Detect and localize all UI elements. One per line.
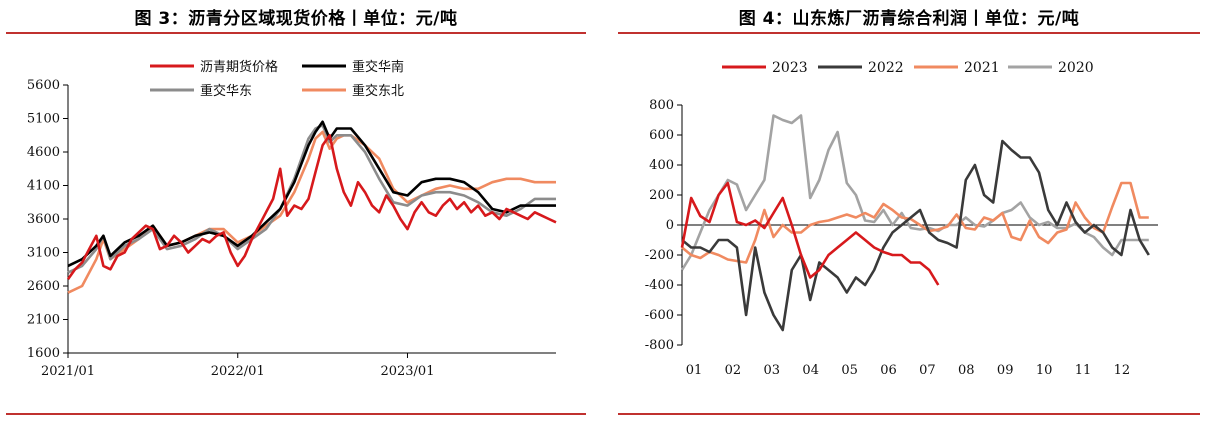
legend-label-3: 重交华东	[200, 83, 252, 99]
y-tick-label-3100: 3100	[27, 246, 60, 261]
left-chart-title: 图 3：沥青分区域现货价格丨单位：元/吨	[134, 9, 458, 29]
series-line-2022	[681, 139, 1150, 332]
y-tick-label-400: 400	[649, 158, 674, 173]
legend-label-2021: 2021	[964, 60, 1000, 76]
x-tick-label-2022-01: 2022/01	[211, 364, 265, 379]
series-line-2	[67, 120, 556, 268]
y-tick-label-600: 600	[649, 128, 674, 143]
legend-label-2: 重交华南	[352, 59, 404, 75]
x-tick-label-07: 07	[919, 363, 936, 378]
right-chart-title: 图 4：山东炼厂沥青综合利润丨单位：元/吨	[738, 9, 1080, 29]
y-tick-label-800: 800	[649, 98, 674, 113]
x-tick-label-08: 08	[958, 363, 975, 378]
y-tick-label-1600: 1600	[27, 346, 60, 361]
left-bottom-rule	[6, 413, 586, 415]
right-bottom-rule	[618, 413, 1200, 415]
series-line-2020	[680, 114, 1149, 271]
y-tick-label-0: 0	[666, 218, 674, 233]
series-line-2023	[680, 181, 940, 286]
legend-label-2022: 2022	[868, 60, 904, 76]
x-tick-label-04: 04	[802, 363, 819, 378]
y-tick-label-neg600: -600	[645, 308, 674, 323]
x-tick-label-06: 06	[880, 363, 897, 378]
y-tick-label-neg400: -400	[645, 278, 674, 293]
x-tick-label-05: 05	[841, 363, 858, 378]
y-tick-label-200: 200	[649, 188, 674, 203]
left-chart-panel: 图 3：沥青分区域现货价格丨单位：元/吨 1600 2100 2600 3100 360…	[0, 0, 592, 423]
y-tick-label-5100: 5100	[27, 112, 60, 127]
y-tick-label-4100: 4100	[27, 179, 60, 194]
x-tick-label-02: 02	[725, 363, 742, 378]
x-tick-label-01: 01	[686, 363, 703, 378]
legend-label-1: 沥青期货价格	[200, 59, 278, 75]
y-tick-label-neg200: -200	[645, 248, 674, 263]
right-chart-panel: 图 4：山东炼厂沥青综合利润丨单位：元/吨 -800 -600 -400 -200 0 2…	[612, 0, 1206, 423]
x-tick-label-12: 12	[1114, 363, 1131, 378]
x-tick-label-2021-01: 2021/01	[41, 364, 95, 379]
right-line-chart: -800 -600 -400 -200 0 200 400 600 800 01 02 03 04 05 0…	[645, 60, 1158, 378]
right-title-rule	[618, 32, 1200, 34]
left-line-chart: 1600 2100 2600 3100 3600 4100 4600 5100 5600 2021…	[27, 59, 557, 379]
left-title-rule	[6, 32, 586, 34]
legend-label-2023: 2023	[772, 60, 808, 76]
y-tick-label-neg800: -800	[645, 338, 674, 353]
legend-label-2020: 2020	[1058, 60, 1094, 76]
x-tick-label-11: 11	[1075, 363, 1092, 378]
x-tick-label-10: 10	[1036, 363, 1053, 378]
x-tick-label-03: 03	[764, 363, 781, 378]
y-tick-label-5600: 5600	[27, 78, 60, 93]
y-tick-label-2100: 2100	[27, 313, 60, 328]
y-tick-label-3600: 3600	[27, 212, 60, 227]
series-line-1	[66, 134, 557, 281]
x-tick-label-09: 09	[997, 363, 1014, 378]
series-line-4	[67, 130, 556, 294]
x-tick-label-2023-01: 2023/01	[380, 364, 434, 379]
y-tick-label-2600: 2600	[27, 279, 60, 294]
legend-label-4: 重交东北	[352, 83, 404, 99]
y-tick-label-4600: 4600	[27, 145, 60, 160]
